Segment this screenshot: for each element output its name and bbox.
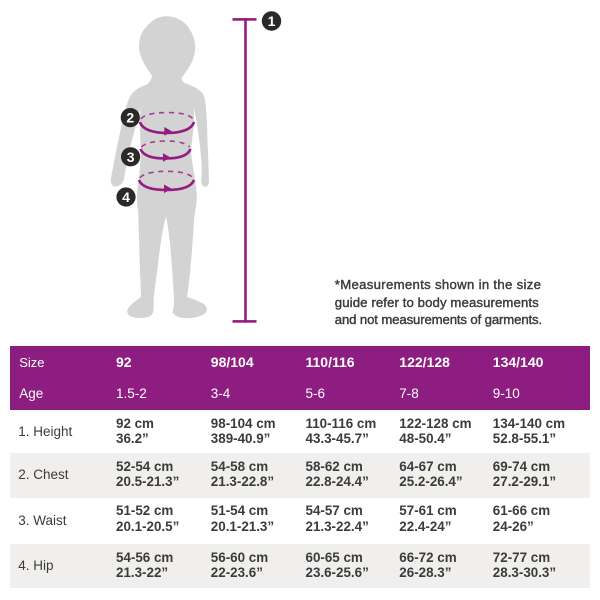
svg-text:1: 1 <box>268 13 276 29</box>
svg-text:2: 2 <box>126 110 134 126</box>
svg-text:4: 4 <box>122 189 130 205</box>
svg-text:3: 3 <box>127 149 135 165</box>
